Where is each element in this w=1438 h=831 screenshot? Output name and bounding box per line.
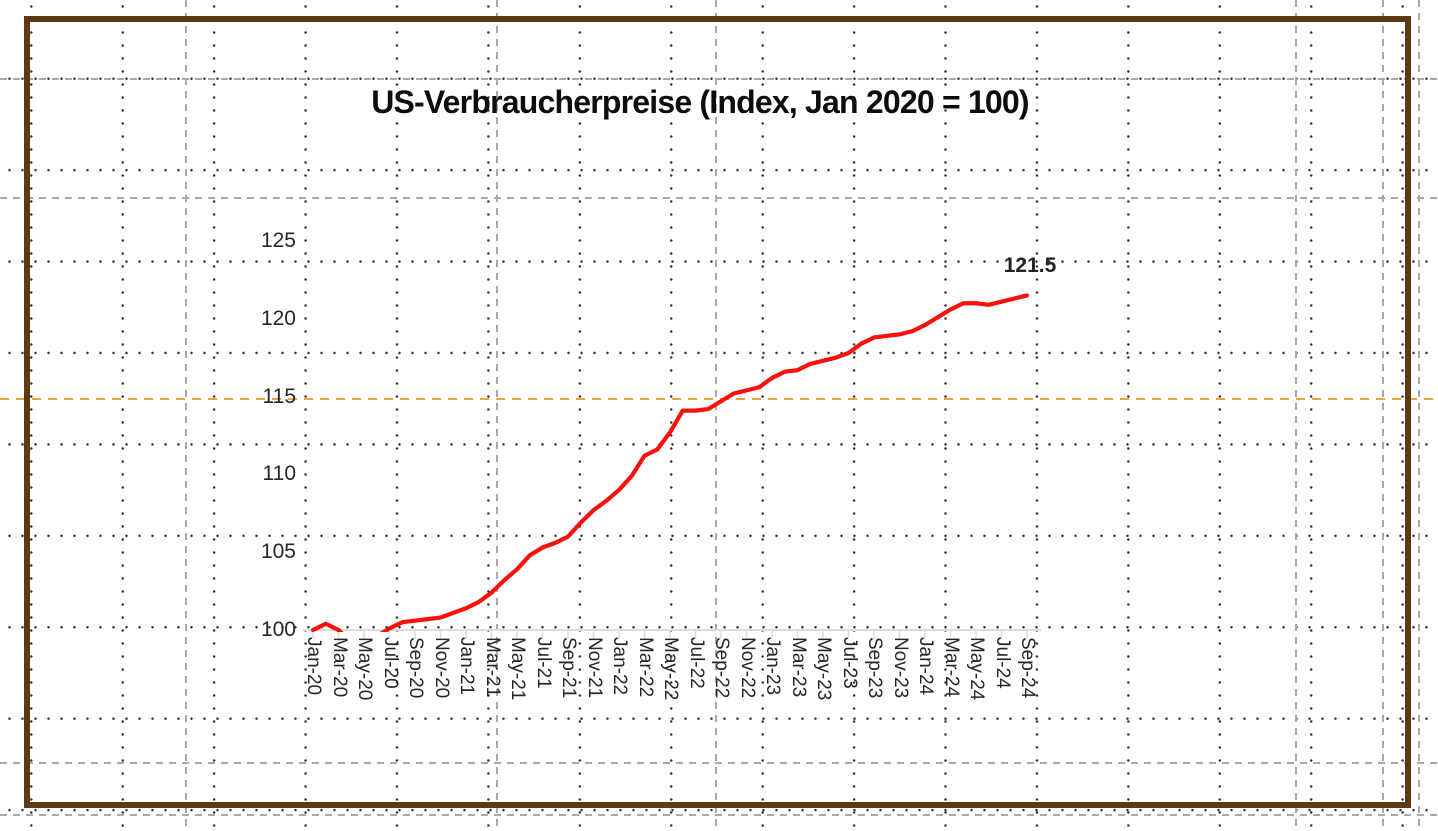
chart-title: US-Verbraucherpreise (Index, Jan 2020 = … [371,84,1029,120]
y-axis-tick-label: 110 [262,462,296,486]
x-axis [303,629,1041,639]
guide-line-vertical [1295,0,1297,831]
guide-line-horizontal [0,197,1438,199]
guide-line-vertical [185,0,187,831]
y-axis-tick-label: 100 [260,618,296,641]
guide-line-vertical [1418,0,1420,831]
guide-line-vertical [1382,0,1384,831]
cpi-series-line [310,293,1030,632]
y-axis-tick-label: 120 [260,306,296,330]
guide-line-vertical [715,0,717,831]
guide-line-vertical [496,0,498,831]
last-value-label: 121.5 [1003,254,1057,277]
border-frame [24,16,1411,808]
y-axis-tick-label: 105 [260,540,296,564]
guide-line-horizontal [0,814,1438,816]
y-axis-tick-label: 125 [260,229,296,252]
guide-line-horizontal [0,762,1438,764]
guide-line-horizontal-accent [0,398,1438,400]
guide-line-horizontal [0,78,1438,80]
y-axis-tick-label: 115 [262,384,296,408]
